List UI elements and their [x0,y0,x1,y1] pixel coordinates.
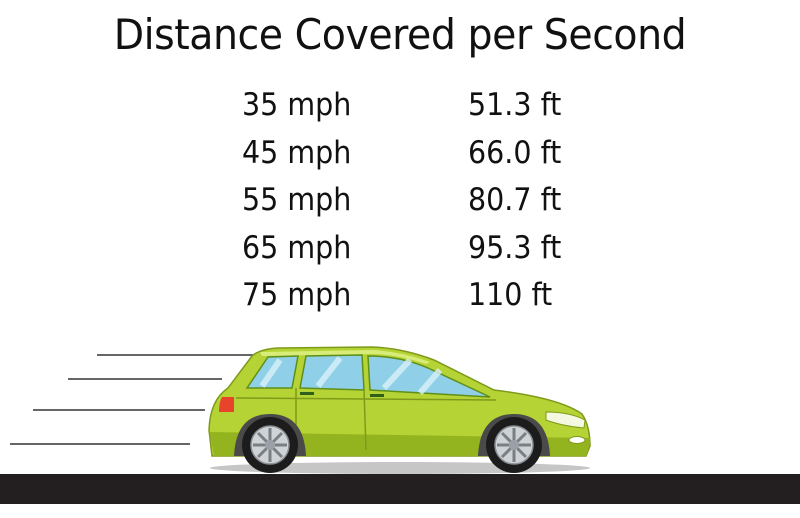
door-handle [370,394,384,397]
rear-wheel [242,417,298,473]
front-wheel [486,417,542,473]
car-illustration [10,346,591,474]
table-row: 45 mph 66.0 ft [238,130,598,178]
speed-value: 65 mph [242,229,352,266]
speed-lines [10,354,255,445]
car-front-window [367,355,491,398]
distance-value: 80.7 ft [468,182,562,218]
table-row: 75 mph 110 ft [238,272,598,320]
distance-value: 95.3 ft [468,229,562,266]
distance-value: 51.3 ft [468,87,562,123]
table-row: 55 mph 80.7 ft [238,177,598,225]
headlight [545,411,586,429]
distance-value: 66.0 ft [468,134,562,171]
tail-light [219,397,234,412]
car-roof-highlight [260,350,430,364]
speed-value: 55 mph [242,182,352,218]
table-row: 65 mph 95.3 ft [238,225,598,273]
speed-value: 35 mph [242,87,352,123]
door-handle [300,392,314,395]
speed-value: 45 mph [242,134,352,171]
speed-value: 75 mph [242,277,352,313]
fog-light [568,436,586,444]
window-reflections [259,356,443,395]
car-icon [208,346,591,474]
speed-distance-table: 35 mph 51.3 ft 45 mph 66.0 ft 55 mph 80.… [238,82,598,320]
road [0,474,800,504]
table-row: 35 mph 51.3 ft [238,82,598,130]
distance-value: 110 ft [468,277,553,313]
page-title: Distance Covered per Second [113,10,687,59]
